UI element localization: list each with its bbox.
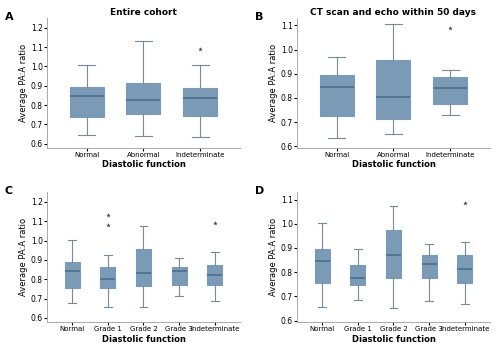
PathPatch shape <box>208 265 222 285</box>
Text: A: A <box>4 12 14 21</box>
PathPatch shape <box>376 61 410 119</box>
Y-axis label: Average PA:A ratio: Average PA:A ratio <box>269 218 278 296</box>
PathPatch shape <box>136 249 151 286</box>
PathPatch shape <box>172 267 186 285</box>
PathPatch shape <box>100 267 116 288</box>
PathPatch shape <box>458 255 472 283</box>
X-axis label: Diastolic function: Diastolic function <box>352 335 436 344</box>
PathPatch shape <box>183 88 217 116</box>
PathPatch shape <box>320 75 354 116</box>
PathPatch shape <box>64 262 80 288</box>
PathPatch shape <box>126 83 160 114</box>
Title: Entire cohort: Entire cohort <box>110 8 177 17</box>
Y-axis label: Average PA:A ratio: Average PA:A ratio <box>269 44 278 122</box>
X-axis label: Diastolic function: Diastolic function <box>102 335 186 344</box>
PathPatch shape <box>422 255 436 278</box>
Y-axis label: Average PA:A ratio: Average PA:A ratio <box>19 44 28 122</box>
Title: CT scan and echo within 50 days: CT scan and echo within 50 days <box>310 8 476 17</box>
Text: B: B <box>254 12 263 21</box>
PathPatch shape <box>350 265 366 285</box>
X-axis label: Diastolic function: Diastolic function <box>102 161 186 169</box>
Text: D: D <box>254 186 264 196</box>
PathPatch shape <box>70 87 104 117</box>
PathPatch shape <box>433 77 467 104</box>
PathPatch shape <box>314 249 330 283</box>
Text: C: C <box>4 186 13 196</box>
PathPatch shape <box>386 230 401 278</box>
Y-axis label: Average PA:A ratio: Average PA:A ratio <box>19 218 28 296</box>
X-axis label: Diastolic function: Diastolic function <box>352 161 436 169</box>
